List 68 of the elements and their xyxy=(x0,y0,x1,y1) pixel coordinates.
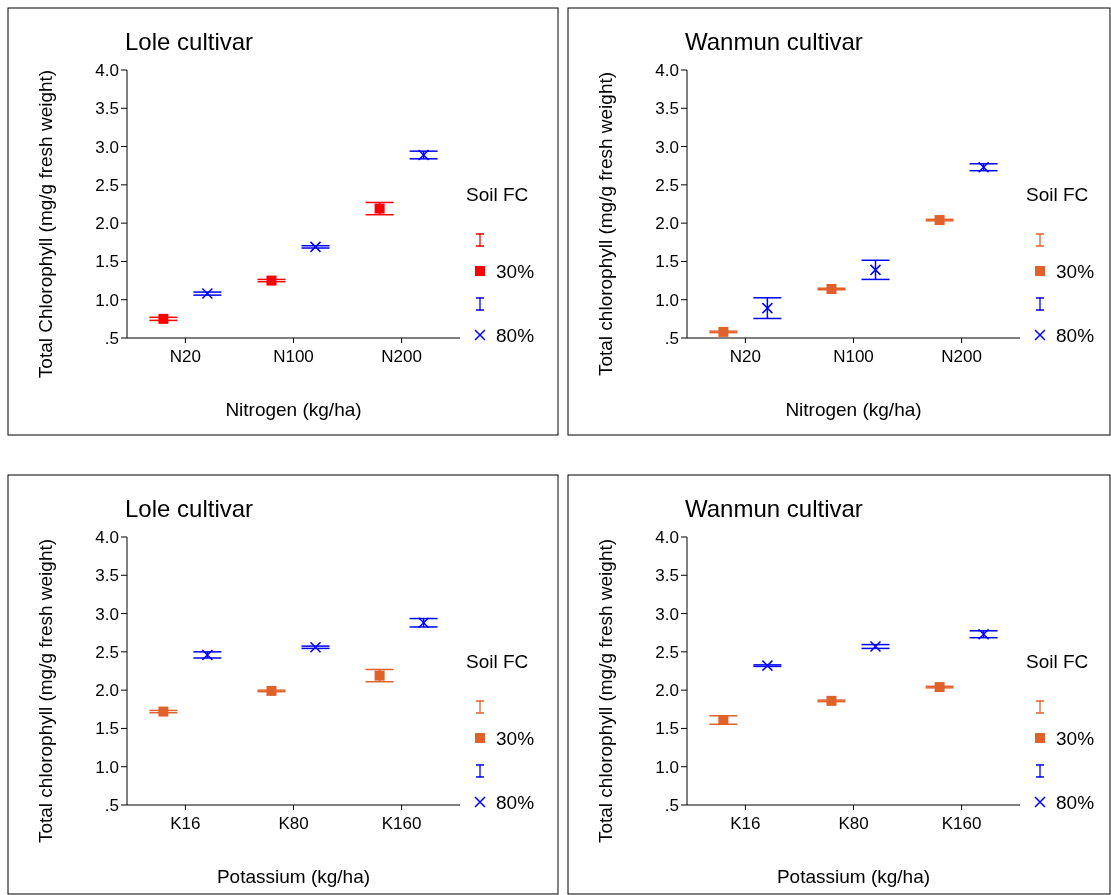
y-tick-label: 1.0 xyxy=(95,757,119,777)
y-tick-label: 4.0 xyxy=(655,61,679,80)
legend-title: Soil FC xyxy=(1026,184,1089,205)
y-tick-label: 2.0 xyxy=(95,681,119,701)
x-axis-title: Potassium (kg/ha) xyxy=(776,866,931,887)
legend-label: 30% xyxy=(1056,728,1095,749)
y-tick-label: 3.0 xyxy=(655,604,679,624)
chart-title: Lole cultivar xyxy=(125,28,254,55)
y-tick-label: 3.0 xyxy=(95,604,119,624)
y-tick-label: .5 xyxy=(104,329,119,348)
y-axis-title: Total chlorophyll (mg/g fresh weight) xyxy=(35,538,56,844)
legend-title: Soil FC xyxy=(1026,651,1089,672)
x-tick-label: K16 xyxy=(170,814,201,833)
y-tick-label: 2.5 xyxy=(655,642,679,662)
y-axis-title: Total chlorophyll (mg/g fresh weight) xyxy=(595,71,616,377)
y-tick-label: 1.5 xyxy=(655,252,679,272)
y-tick-label: 3.0 xyxy=(95,137,119,157)
x-tick-label: N200 xyxy=(941,347,982,366)
legend-label: 80% xyxy=(496,325,535,346)
y-tick-label: 2.0 xyxy=(655,214,679,234)
x-axis-title: Nitrogen (kg/ha) xyxy=(785,399,922,420)
legend-title: Soil FC xyxy=(466,651,529,672)
y-tick-label: 3.5 xyxy=(655,99,679,119)
y-tick-label: 2.5 xyxy=(95,642,119,662)
y-tick-label: .5 xyxy=(664,329,679,348)
x-tick-label: N100 xyxy=(833,347,874,366)
y-tick-label: 4.0 xyxy=(655,528,679,547)
y-tick-label: 1.5 xyxy=(95,252,119,272)
x-tick-label: N200 xyxy=(381,347,422,366)
x-tick-label: K80 xyxy=(838,814,869,833)
x-tick-label: N100 xyxy=(273,347,314,366)
legend-label: 30% xyxy=(496,261,535,282)
y-tick-label: .5 xyxy=(104,796,119,815)
y-tick-label: .5 xyxy=(664,796,679,815)
x-tick-label: K160 xyxy=(941,814,982,833)
chart-title: Wanmun cultivar xyxy=(685,28,863,55)
y-tick-label: 2.5 xyxy=(655,175,679,195)
legend-label: 30% xyxy=(496,728,535,749)
y-tick-label: 3.5 xyxy=(655,566,679,586)
legend-label: 80% xyxy=(496,792,535,813)
x-tick-label: K80 xyxy=(278,814,309,833)
y-tick-label: 4.0 xyxy=(95,61,119,80)
legend-title: Soil FC xyxy=(466,184,529,205)
y-tick-label: 4.0 xyxy=(95,528,119,547)
chart-title: Lole cultivar xyxy=(125,495,254,522)
y-axis-title: Total Chlorophyll (mg/g fresh weight) xyxy=(35,69,56,379)
y-tick-label: 1.5 xyxy=(655,719,679,739)
legend-label: 30% xyxy=(1056,261,1095,282)
y-tick-label: 1.5 xyxy=(95,719,119,739)
x-tick-label: N20 xyxy=(729,347,761,366)
y-tick-label: 1.0 xyxy=(655,757,679,777)
y-tick-label: 3.5 xyxy=(95,566,119,586)
x-tick-label: N20 xyxy=(169,347,201,366)
chart-title: Wanmun cultivar xyxy=(685,495,863,522)
y-tick-label: 1.0 xyxy=(95,290,119,310)
y-tick-label: 3.5 xyxy=(95,99,119,119)
x-tick-label: K160 xyxy=(381,814,422,833)
y-tick-label: 3.0 xyxy=(655,137,679,157)
y-tick-label: 2.5 xyxy=(95,175,119,195)
x-axis-title: Potassium (kg/ha) xyxy=(216,866,371,887)
x-tick-label: K16 xyxy=(730,814,761,833)
legend-label: 80% xyxy=(1056,325,1095,346)
y-tick-label: 2.0 xyxy=(95,214,119,234)
x-axis-title: Nitrogen (kg/ha) xyxy=(225,399,362,420)
y-axis-title: Total chlorophyll (mg/g fresh weight) xyxy=(595,538,616,844)
legend-label: 80% xyxy=(1056,792,1095,813)
y-tick-label: 2.0 xyxy=(655,681,679,701)
y-tick-label: 1.0 xyxy=(655,290,679,310)
